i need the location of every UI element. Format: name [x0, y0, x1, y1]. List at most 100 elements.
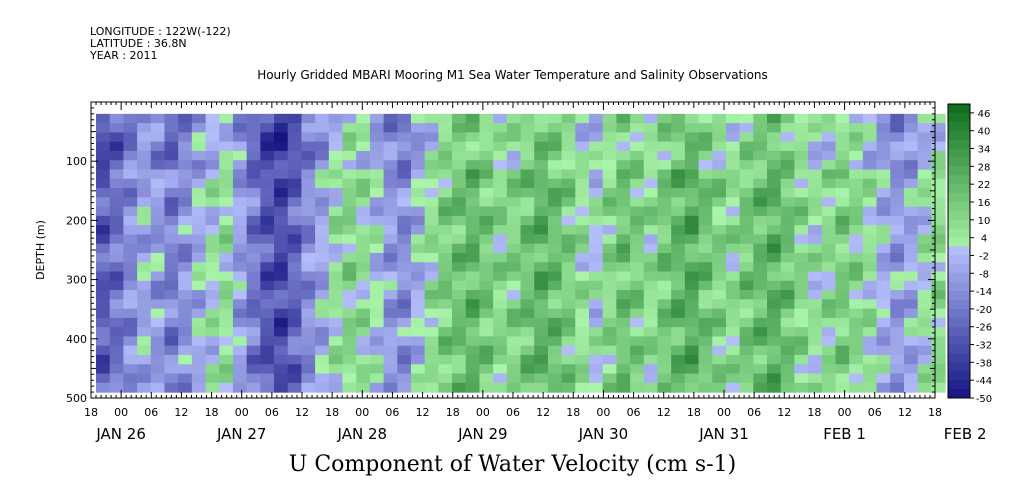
- heatmap-cell: [725, 150, 741, 161]
- heatmap-cell: [767, 225, 782, 236]
- heatmap-cell: [643, 225, 659, 236]
- heatmap-cell: [205, 215, 220, 226]
- heatmap-cell: [369, 317, 385, 328]
- heatmap-cell: [274, 262, 289, 273]
- heatmap-cell: [205, 243, 220, 254]
- heatmap-cell: [589, 354, 604, 365]
- heatmap-cell: [493, 160, 508, 171]
- heatmap-cell: [342, 225, 357, 236]
- heatmap-cell: [178, 252, 193, 263]
- heatmap-cell: [835, 169, 850, 180]
- heatmap-cell: [630, 169, 645, 180]
- heatmap-cell: [849, 197, 864, 208]
- heatmap-cell: [753, 364, 768, 375]
- heatmap-cell: [657, 354, 672, 365]
- heatmap-cell: [917, 299, 932, 310]
- y-tick-label: 200: [66, 214, 87, 227]
- colorbar-swatch: [948, 308, 970, 319]
- heatmap-cell: [287, 206, 303, 217]
- heatmap-cell: [589, 262, 604, 273]
- x-hour-label: 18: [325, 406, 339, 419]
- heatmap-cell: [903, 327, 919, 338]
- heatmap-cell: [630, 317, 645, 328]
- heatmap-cell: [643, 113, 659, 124]
- heatmap-cell: [643, 188, 659, 198]
- heatmap-cell: [342, 327, 357, 338]
- heatmap-cell: [397, 271, 412, 282]
- heatmap-cell: [712, 290, 727, 300]
- heatmap-cell: [520, 169, 535, 180]
- heatmap-cell: [369, 234, 385, 245]
- heatmap-cell: [643, 178, 659, 189]
- heatmap-cell: [465, 317, 481, 328]
- heatmap-cell: [397, 364, 412, 375]
- heatmap-cell: [712, 132, 727, 143]
- heatmap-cell: [479, 113, 494, 124]
- heatmap-cell: [383, 271, 398, 282]
- heatmap-cell: [684, 373, 700, 384]
- heatmap-cell: [164, 234, 179, 245]
- heatmap-cell: [369, 206, 385, 217]
- heatmap-cell: [903, 317, 919, 328]
- heatmap-cell: [274, 225, 289, 236]
- heatmap-cell: [369, 150, 385, 161]
- heatmap-cell: [657, 150, 672, 161]
- heatmap-cell: [671, 132, 686, 143]
- heatmap-cell: [808, 132, 823, 143]
- heatmap-cell: [205, 188, 220, 198]
- heatmap-cell: [808, 364, 823, 375]
- heatmap-cell: [589, 132, 604, 143]
- heatmap-cell: [671, 206, 686, 217]
- heatmap-cell: [917, 150, 932, 161]
- colorbar-label: -50: [976, 394, 992, 405]
- heatmap-cell: [616, 178, 631, 189]
- heatmap-cell: [506, 262, 522, 273]
- heatmap-cell: [725, 382, 741, 393]
- colorbar-swatch: [948, 246, 970, 256]
- heatmap-cell: [315, 132, 330, 143]
- heatmap-cell: [739, 197, 754, 208]
- heatmap-cell: [849, 160, 864, 171]
- heatmap-cell: [561, 336, 576, 347]
- heatmap-cell: [520, 188, 535, 198]
- heatmap-cell: [369, 113, 385, 124]
- heatmap-cell: [438, 290, 453, 300]
- heatmap-cell: [301, 327, 316, 338]
- heatmap-cell: [410, 354, 426, 365]
- heatmap-cell: [424, 382, 439, 393]
- heatmap-cell: [191, 178, 207, 189]
- heatmap-cell: [438, 215, 453, 226]
- heatmap-cell: [931, 364, 946, 375]
- heatmap-cell: [383, 262, 398, 273]
- heatmap-cell: [780, 113, 796, 124]
- heatmap-cell: [137, 345, 152, 356]
- heatmap-cell: [862, 141, 878, 152]
- heatmap-cell: [410, 206, 426, 217]
- heatmap-cell: [821, 234, 837, 245]
- heatmap-cell: [890, 345, 905, 356]
- heatmap-cell: [808, 336, 823, 347]
- heatmap-cell: [178, 317, 193, 328]
- heatmap-cell: [835, 299, 850, 310]
- heatmap-cell: [178, 308, 193, 319]
- heatmap-cell: [356, 327, 371, 338]
- heatmap-cell: [890, 206, 905, 217]
- heatmap-cell: [96, 336, 111, 347]
- heatmap-cell: [917, 382, 932, 393]
- heatmap-cell: [589, 123, 604, 133]
- heatmap-cell: [602, 150, 617, 161]
- heatmap-cell: [178, 113, 193, 124]
- heatmap-cell: [520, 123, 535, 133]
- heatmap-cell: [287, 336, 303, 347]
- heatmap-cell: [410, 234, 426, 245]
- heatmap-cell: [821, 160, 837, 171]
- heatmap-cell: [191, 252, 207, 263]
- heatmap-cell: [671, 336, 686, 347]
- heatmap-cell: [657, 141, 672, 152]
- heatmap-cell: [479, 160, 494, 171]
- heatmap-cell: [575, 345, 590, 356]
- colorbar-swatch: [948, 228, 970, 239]
- heatmap-cell: [260, 290, 275, 300]
- heatmap-cell: [315, 188, 330, 198]
- heatmap-cell: [602, 345, 617, 356]
